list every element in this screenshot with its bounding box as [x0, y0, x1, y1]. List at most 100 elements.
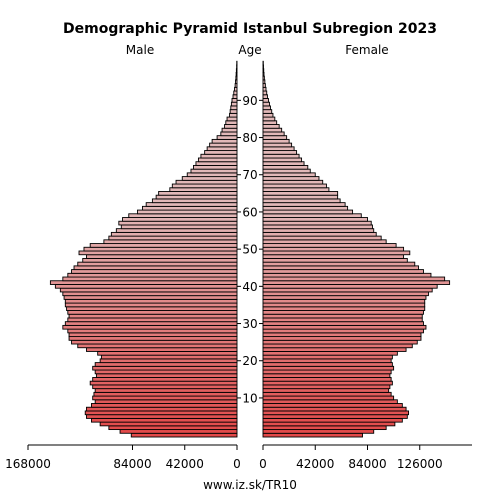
- female-bar-age-99: [262, 64, 264, 70]
- female-bar-age-80: [262, 135, 288, 140]
- male-bar-age-78: [209, 142, 238, 148]
- female-bar-age-1: [262, 429, 375, 434]
- female-bar-age-92: [262, 90, 268, 96]
- male-bar-age-51: [89, 243, 238, 248]
- female-x-tick-label-42000: 42000: [296, 457, 334, 471]
- age-tick-label-90: 90: [242, 94, 257, 108]
- female-bar-age-33: [262, 310, 424, 315]
- male-bar-age-50: [83, 246, 238, 252]
- female-bar-age-90: [262, 98, 269, 103]
- female-bar-age-46: [262, 261, 416, 267]
- female-bar-age-38: [262, 291, 429, 297]
- female-bar-age-61: [262, 205, 349, 211]
- female-bar-age-25: [262, 339, 418, 345]
- male-bar-age-2: [108, 425, 238, 431]
- male-bar-age-44: [71, 269, 238, 274]
- male-bar-age-28: [67, 328, 238, 334]
- female-bar-age-78: [262, 142, 293, 148]
- male-bar-age-27: [68, 332, 238, 338]
- male-bar-age-55: [115, 228, 238, 233]
- female-bar-age-10: [262, 395, 395, 401]
- male-bar-age-91: [232, 94, 238, 99]
- male-bar-age-69: [181, 176, 238, 181]
- female-bar-age-84: [262, 120, 278, 125]
- female-bar-age-65: [262, 191, 339, 196]
- female-bars: [262, 60, 451, 438]
- female-bar-age-82: [262, 127, 283, 133]
- female-bar-age-16: [262, 373, 391, 378]
- male-bar-age-38: [62, 291, 238, 297]
- male-bar-age-93: [234, 86, 238, 92]
- male-bar-age-21: [100, 354, 238, 360]
- female-bar-age-13: [262, 384, 391, 390]
- female-bar-age-34: [262, 306, 426, 311]
- female-bar-age-76: [262, 150, 298, 155]
- male-bar-age-5: [86, 414, 238, 419]
- female-x-tick-label-0: 0: [259, 457, 267, 471]
- female-bar-age-39: [262, 287, 433, 293]
- male-bar-age-10: [92, 395, 238, 401]
- female-bar-age-67: [262, 183, 327, 189]
- female-bar-age-30: [262, 321, 424, 326]
- male-bar-age-86: [229, 112, 238, 118]
- male-bar-age-45: [73, 265, 238, 271]
- male-bar-age-22: [97, 350, 238, 356]
- male-bar-age-11: [93, 391, 238, 397]
- male-bar-age-19: [94, 362, 238, 367]
- male-bar-age-46: [77, 261, 238, 267]
- female-bar-age-47: [262, 257, 408, 263]
- female-bar-age-24: [262, 343, 413, 349]
- male-bar-age-43: [67, 272, 238, 278]
- female-bar-age-35: [262, 302, 426, 308]
- female-bar-age-29: [262, 324, 427, 330]
- female-bar-age-58: [262, 217, 368, 222]
- female-bar-age-98: [262, 68, 265, 73]
- male-x-tick-label-42000: 42000: [166, 457, 204, 471]
- female-bar-age-96: [262, 75, 265, 81]
- female-bar-age-19: [262, 362, 393, 367]
- male-bar-age-26: [68, 336, 238, 341]
- female-bar-age-22: [262, 350, 398, 356]
- female-bar-age-86: [262, 112, 274, 118]
- female-bar-age-74: [262, 157, 303, 163]
- female-bar-age-69: [262, 176, 320, 181]
- male-bar-age-71: [190, 168, 238, 174]
- male-bar-age-7: [86, 406, 238, 412]
- male-bar-age-29: [62, 324, 238, 330]
- female-bar-age-88: [262, 105, 271, 111]
- male-bar-age-17: [94, 369, 238, 375]
- male-bar-age-64: [155, 194, 238, 200]
- female-bar-age-68: [262, 179, 324, 185]
- male-bar-age-39: [59, 287, 238, 293]
- female-bar-age-85: [262, 116, 276, 122]
- male-bar-age-77: [206, 146, 238, 152]
- female-bar-age-77: [262, 146, 295, 152]
- female-bar-age-73: [262, 161, 305, 166]
- female-bar-age-70: [262, 172, 316, 178]
- male-bar-age-63: [151, 198, 238, 204]
- male-bar-age-96: [235, 75, 238, 81]
- male-bar-age-59: [128, 213, 238, 218]
- female-x-tick-label-84000: 84000: [348, 457, 386, 471]
- male-bar-age-80: [216, 135, 238, 140]
- male-bar-age-58: [122, 217, 238, 222]
- male-bar-age-4: [90, 417, 238, 423]
- male-bar-age-68: [175, 179, 238, 185]
- male-bar-age-81: [220, 131, 238, 137]
- female-bar-age-64: [262, 194, 339, 200]
- male-bar-age-53: [108, 235, 238, 241]
- female-bar-age-21: [262, 354, 393, 360]
- male-bar-age-13: [92, 384, 238, 390]
- male-bar-age-6: [84, 410, 238, 416]
- male-bar-age-12: [94, 388, 238, 393]
- female-bar-age-48: [262, 254, 405, 259]
- female-bar-age-59: [262, 213, 362, 218]
- female-bar-age-3: [262, 421, 396, 427]
- age-header: Age: [238, 43, 261, 57]
- male-bar-age-49: [78, 250, 238, 256]
- female-bar-age-42: [262, 276, 446, 282]
- male-bar-age-57: [118, 220, 238, 226]
- age-tick-label-10: 10: [242, 391, 257, 405]
- male-bar-age-97: [235, 71, 238, 77]
